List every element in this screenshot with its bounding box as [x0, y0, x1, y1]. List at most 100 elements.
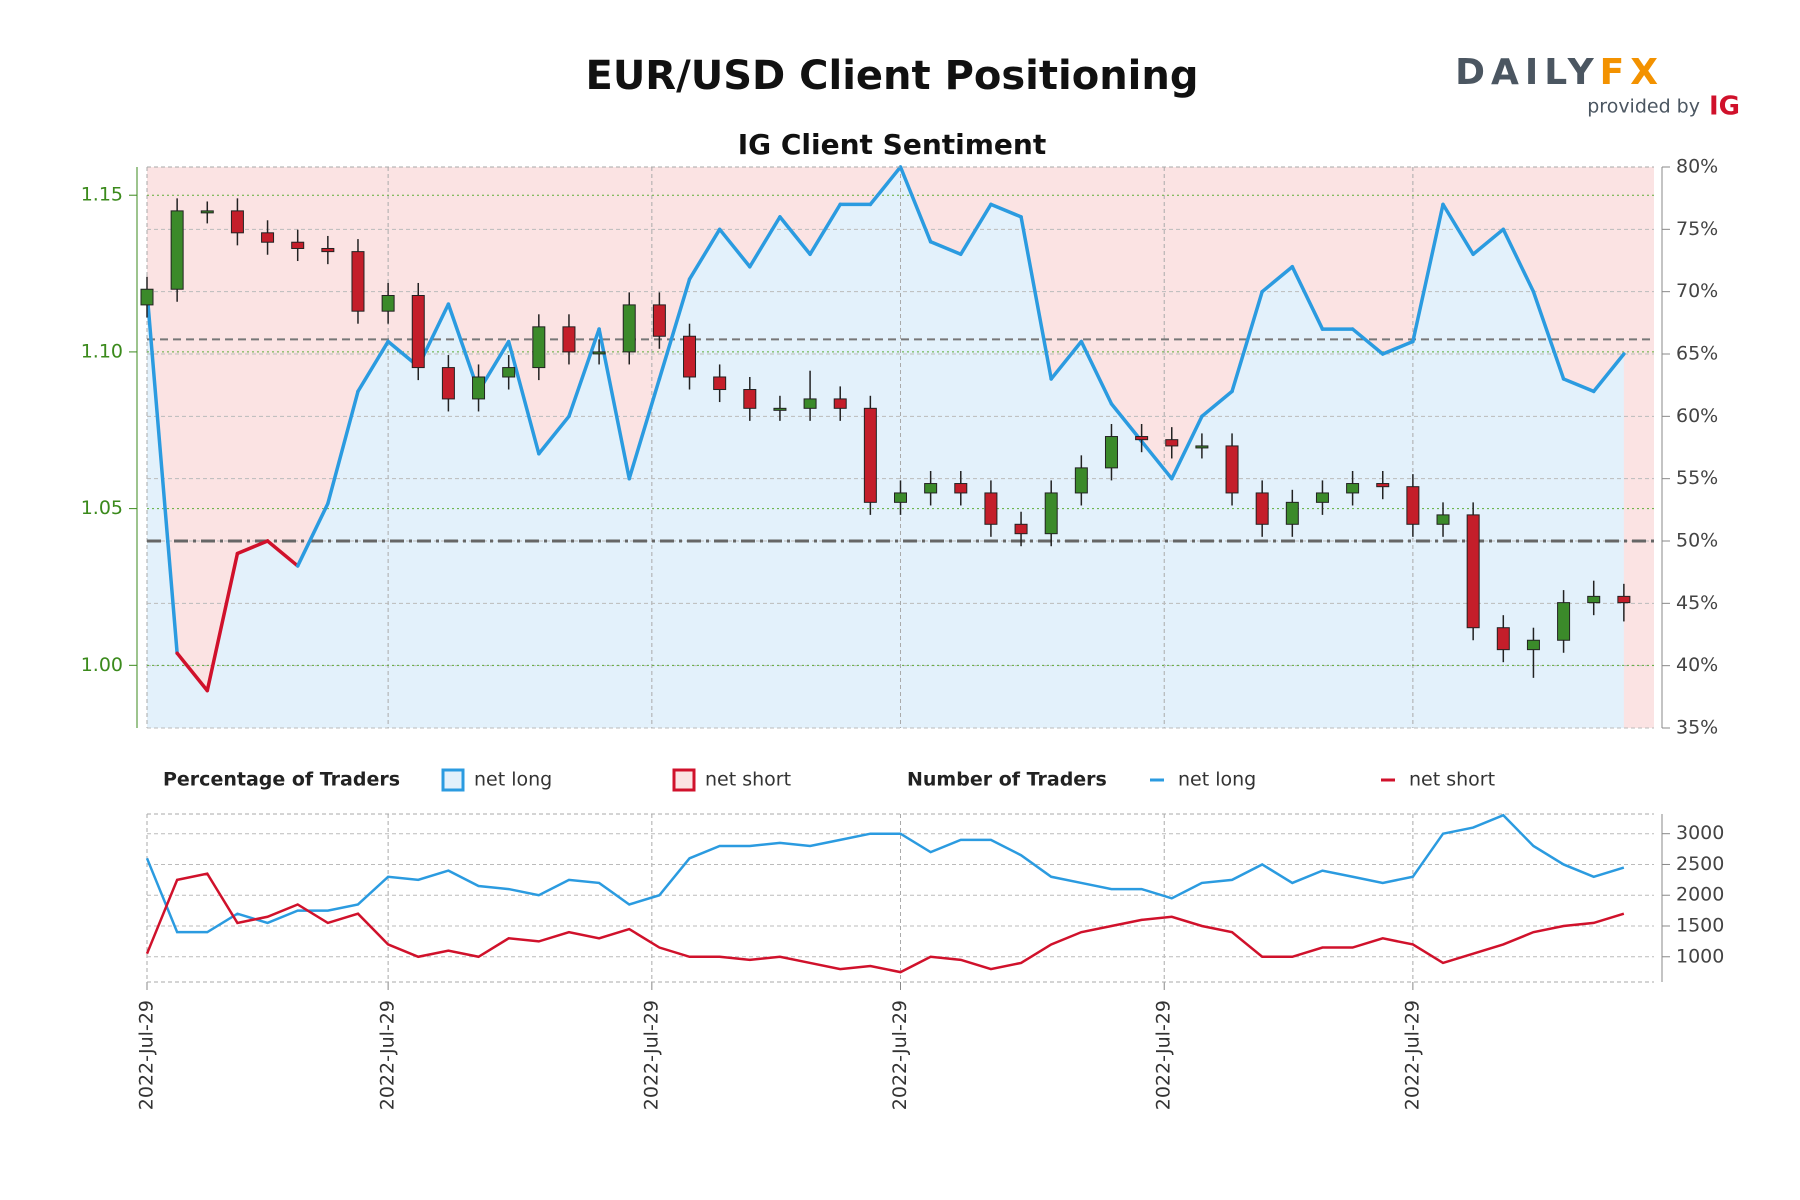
- candle-body: [1074, 467, 1088, 494]
- candle-body: [411, 294, 425, 369]
- candle-body: [894, 492, 907, 503]
- y-tick-label: 1.10: [81, 340, 123, 362]
- legend-swatch: [441, 768, 465, 792]
- legend-title: Percentage of Traders: [163, 769, 400, 791]
- candle-body: [1225, 445, 1239, 494]
- candle-body: [1526, 639, 1540, 651]
- sentiment-line: [928, 240, 963, 257]
- sentiment-line: [717, 227, 752, 269]
- candle-body: [261, 232, 275, 243]
- candle-body: [562, 326, 576, 353]
- candle-body: [502, 367, 516, 378]
- candle-body: [532, 326, 546, 369]
- y2-tick-label: 50%: [1676, 530, 1718, 552]
- candle-body: [291, 241, 305, 249]
- sentiment-line: [235, 539, 270, 556]
- sentiment-line: [1441, 202, 1475, 257]
- candle-body: [803, 398, 817, 409]
- candle-body: [1285, 501, 1299, 525]
- legend-label: net short: [1409, 769, 1495, 791]
- sentiment-line: [1019, 215, 1053, 381]
- candle-body: [1496, 627, 1510, 651]
- y-tick-label: 1.00: [81, 654, 123, 676]
- candle-body: [683, 335, 697, 378]
- x-tick-label: 2022-Jul-29: [377, 1000, 399, 1110]
- sentiment-line: [537, 414, 571, 456]
- y2-tick-label: 55%: [1676, 467, 1718, 489]
- legend-label: net short: [705, 769, 791, 791]
- logo-brand-left: DAILY: [1455, 52, 1600, 93]
- x-tick-label: 2022-Jul-29: [136, 1000, 158, 1110]
- candle-body: [592, 351, 606, 355]
- long-area: [147, 167, 1624, 728]
- x-tick-label: 2022-Jul-29: [1153, 1000, 1175, 1110]
- y-tick-label: 1500: [1676, 915, 1724, 937]
- candle-body: [773, 407, 787, 411]
- sentiment-line: [326, 389, 360, 506]
- candle-body: [863, 407, 877, 503]
- y-tick-label: 1.05: [81, 497, 123, 519]
- candle-body: [200, 210, 214, 214]
- candle-body: [1587, 595, 1601, 604]
- chart-subtitle: IG Client Sentiment: [738, 128, 1047, 161]
- sentiment-line: [1079, 339, 1114, 406]
- candle-body: [833, 398, 847, 409]
- candle-body: [1466, 514, 1480, 629]
- legend-label: net long: [474, 769, 552, 791]
- y2-tick-label: 65%: [1676, 343, 1718, 365]
- candle-body: [1255, 492, 1269, 525]
- candle-body: [170, 210, 184, 290]
- candle-body: [472, 376, 486, 400]
- sentiment-line: [1109, 402, 1144, 444]
- sentiment-line: [687, 227, 722, 281]
- logo-tagline: provided by: [1587, 96, 1700, 118]
- legend-swatch: [672, 768, 696, 792]
- chart-title: EUR/USD Client Positioning: [586, 53, 1199, 99]
- candle-body: [1436, 514, 1450, 525]
- y2-tick-label: 75%: [1676, 218, 1718, 240]
- y2-tick-label: 60%: [1676, 405, 1718, 427]
- candle-body: [1165, 439, 1179, 447]
- sentiment-line: [1501, 227, 1536, 294]
- sentiment-line: [205, 551, 240, 693]
- candle-body: [924, 483, 938, 494]
- y-tick-label: 1.15: [81, 184, 123, 206]
- logo-brand-right: FX: [1600, 52, 1664, 93]
- candle-body: [984, 492, 998, 525]
- plots: 35% 40% 45% 50% 55% 60% 65% 70% 75% 80% 1.00 1.05 1.…: [81, 156, 1725, 1111]
- candle-body: [140, 288, 154, 306]
- sentiment-line: [265, 539, 300, 568]
- sentiment-line: [1591, 352, 1626, 394]
- traders-line: [145, 872, 1625, 974]
- sentiment-line: [1561, 377, 1596, 394]
- sentiment-line: [295, 501, 330, 568]
- sentiment-line: [506, 339, 541, 456]
- y-tick-label: 2500: [1676, 853, 1724, 875]
- sentiment-line: [1531, 289, 1566, 381]
- y2-tick-label: 40%: [1676, 654, 1718, 676]
- sentiment-line: [1380, 339, 1415, 356]
- candle-body: [1044, 492, 1058, 535]
- sentiment-line: [898, 165, 933, 244]
- candle-body: [1104, 436, 1118, 469]
- candle-body: [1376, 483, 1390, 488]
- sentiment-line: [1471, 227, 1506, 257]
- candle-body: [743, 389, 757, 409]
- sentiment-line: [959, 202, 993, 257]
- sentiment-line: [1411, 202, 1445, 344]
- sentiment-line: [657, 277, 692, 381]
- sentiment-line: [627, 377, 662, 481]
- y2-tick-label: 70%: [1676, 280, 1718, 302]
- candle-body: [954, 483, 968, 494]
- candle-body: [1617, 595, 1631, 604]
- legend-title: Number of Traders: [907, 769, 1107, 791]
- sentiment-line: [1170, 414, 1204, 481]
- candle-body: [441, 367, 455, 400]
- sentiment-line: [989, 202, 1023, 219]
- sentiment-line: [1049, 339, 1084, 381]
- sentiment-line: [1350, 327, 1385, 356]
- candle-body: [1195, 445, 1209, 449]
- candle-body: [351, 251, 365, 312]
- sentiment-line: [1230, 289, 1264, 394]
